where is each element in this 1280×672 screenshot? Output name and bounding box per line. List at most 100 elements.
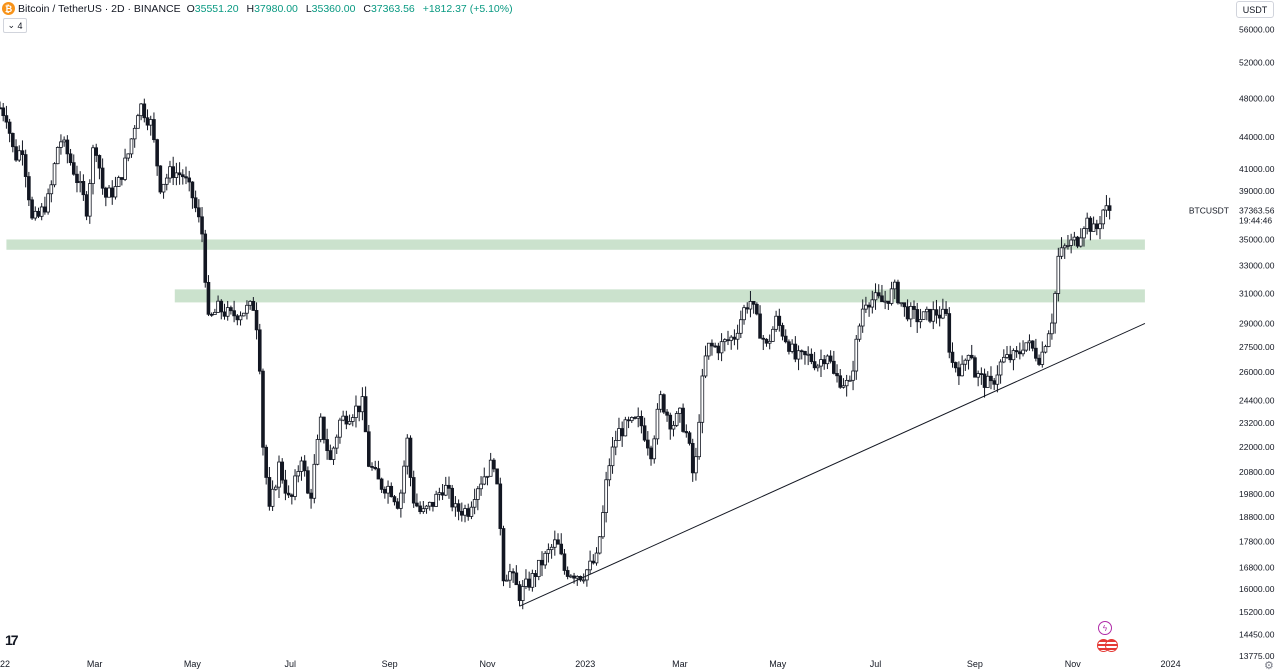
high-value: 37980.00 [254, 2, 298, 15]
candle [248, 300, 252, 310]
candle [556, 533, 560, 545]
change-value: +1812.37 (+5.10%) [422, 2, 513, 15]
candle-body [508, 571, 512, 581]
candle [530, 569, 535, 592]
candle-body [642, 425, 647, 441]
candle-body [517, 584, 522, 601]
flash-icon[interactable]: ϟ [1098, 621, 1112, 635]
candle [171, 156, 175, 186]
candle [469, 501, 474, 520]
candle-body [257, 329, 262, 372]
candle-body [261, 370, 265, 448]
candle-body [11, 132, 15, 148]
tradingview-logo-icon[interactable]: 17 [5, 632, 19, 648]
candle-body [23, 154, 28, 177]
time-axis[interactable]: 2022 Mar May Jul Sep Nov 2023 Mar May Jul Sep Nov 20… [0, 659, 1181, 669]
indicators-collapse-button[interactable]: ⌄ 4 [3, 18, 27, 33]
candle-body [655, 408, 660, 440]
candle-body [671, 424, 676, 430]
candle-body [411, 477, 416, 504]
candle [209, 312, 214, 317]
candle-body [892, 281, 897, 290]
candle [440, 483, 445, 500]
candle-body [460, 510, 464, 516]
candle [200, 207, 204, 243]
candle-body [1018, 351, 1022, 355]
candle [1011, 348, 1016, 371]
candle-body [825, 355, 830, 365]
candle [902, 302, 907, 317]
candle [65, 135, 70, 164]
candle [1078, 228, 1083, 248]
price-axis[interactable]: 56000.00 52000.00 48000.00 44000.00 41000.00… [1232, 0, 1280, 672]
candle [1043, 344, 1048, 354]
candle [408, 435, 413, 487]
candle [835, 364, 839, 383]
candle [110, 180, 115, 205]
candle-body [395, 501, 400, 509]
candle [681, 403, 685, 433]
candle [360, 387, 365, 421]
candle-body [456, 503, 461, 512]
currency-selector[interactable]: USDT [1236, 1, 1274, 18]
candle [867, 302, 871, 317]
candle-body [1024, 342, 1029, 351]
candle-body [280, 461, 285, 481]
candle-body [434, 493, 438, 507]
candle-body [203, 233, 208, 283]
candle-body [809, 353, 814, 363]
candle [139, 102, 143, 121]
candle-body [126, 153, 131, 159]
candle [1098, 215, 1102, 240]
candle-body [722, 339, 727, 343]
candle-body [876, 292, 881, 297]
candle-body [1085, 217, 1089, 229]
candle-body [1059, 247, 1064, 257]
candle [889, 281, 894, 306]
settings-icon[interactable]: ⚙ [1264, 660, 1274, 672]
candle-body [944, 308, 948, 314]
candle [126, 153, 131, 162]
candle-body [267, 477, 272, 507]
candle [687, 430, 692, 446]
candle-body [17, 150, 22, 161]
candle [719, 333, 724, 362]
candle [39, 203, 44, 221]
candle-body [312, 463, 317, 499]
candle [1056, 247, 1061, 302]
time-tick-label: Nov [479, 659, 496, 669]
candle-body [328, 450, 333, 460]
candle [152, 112, 156, 143]
candle-body [793, 343, 798, 360]
candle [1066, 234, 1070, 250]
candle [1075, 235, 1080, 249]
candle [373, 460, 378, 471]
price-tick-label: 35000.00 [1239, 234, 1275, 244]
candle [799, 349, 804, 360]
candle [678, 407, 682, 423]
candle-body [318, 416, 323, 440]
candle-body [84, 194, 89, 217]
candle-body [822, 359, 827, 365]
candle [261, 368, 265, 456]
time-tick-label: May [184, 659, 202, 669]
candle-body [662, 394, 666, 413]
price-tick-label: 16800.00 [1239, 562, 1275, 572]
symbol-legend[interactable]: ₿ Bitcoin / TetherUS · 2D · BINANCE O355… [2, 2, 518, 15]
candle [722, 338, 727, 352]
candle-body [1050, 322, 1054, 335]
candle-body [899, 302, 903, 305]
candle-body [1082, 228, 1086, 239]
candle [219, 299, 224, 320]
candle [899, 302, 903, 307]
us-flag-icon[interactable] [1097, 639, 1121, 652]
candle-body [604, 479, 608, 513]
candle-body [787, 341, 791, 352]
candle-body [742, 307, 746, 321]
candle [565, 566, 570, 580]
candle [870, 290, 875, 314]
candle-body [902, 302, 907, 308]
candle-body [306, 470, 310, 494]
candle-body [639, 416, 644, 427]
